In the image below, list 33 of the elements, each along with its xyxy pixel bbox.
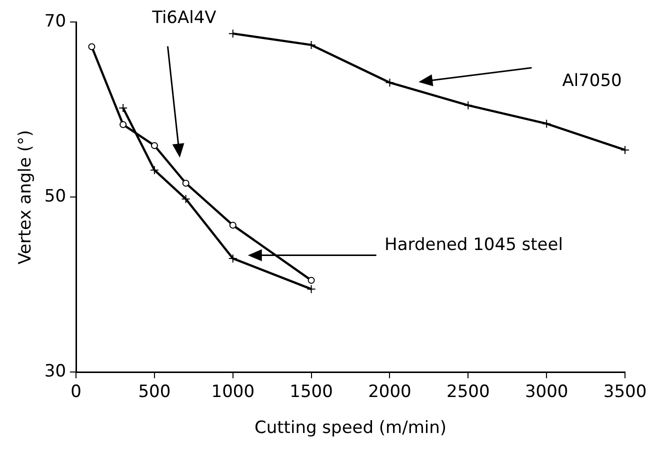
point <box>150 166 159 175</box>
x-tick-label: 1500 <box>290 382 333 402</box>
point <box>308 276 315 284</box>
point <box>464 100 473 110</box>
y-axis-title: Vertex angle (°) <box>16 130 36 264</box>
x-axis-title: Cutting speed (m/min) <box>254 418 447 438</box>
y-tick-label: 70 <box>44 12 66 32</box>
point <box>120 121 127 128</box>
point <box>306 40 316 50</box>
x-tick-label: 2500 <box>446 382 490 402</box>
text: Ti6Al4V <box>151 8 217 28</box>
x-tick-label: 0 <box>70 382 82 402</box>
point <box>182 180 190 187</box>
x-tick-label: 500 <box>138 382 171 402</box>
text: Hardened 1045 steel <box>384 234 563 255</box>
point <box>542 119 552 128</box>
y-tick-label: 30 <box>44 362 66 382</box>
x-tick-label: 2000 <box>368 382 412 402</box>
point <box>385 78 394 88</box>
x-tick-label: 3000 <box>524 382 568 402</box>
point <box>228 254 238 263</box>
y-tick-label: 50 <box>44 186 66 207</box>
point <box>229 222 236 229</box>
point <box>150 142 158 150</box>
point <box>228 29 238 38</box>
series-label: Al7050 <box>562 71 622 92</box>
x-tick-label: 1000 <box>211 382 255 402</box>
point <box>118 103 128 112</box>
point <box>181 194 190 204</box>
point <box>620 145 630 154</box>
x-tick-label: 3500 <box>603 382 647 402</box>
point <box>306 284 316 294</box>
point <box>88 43 96 50</box>
